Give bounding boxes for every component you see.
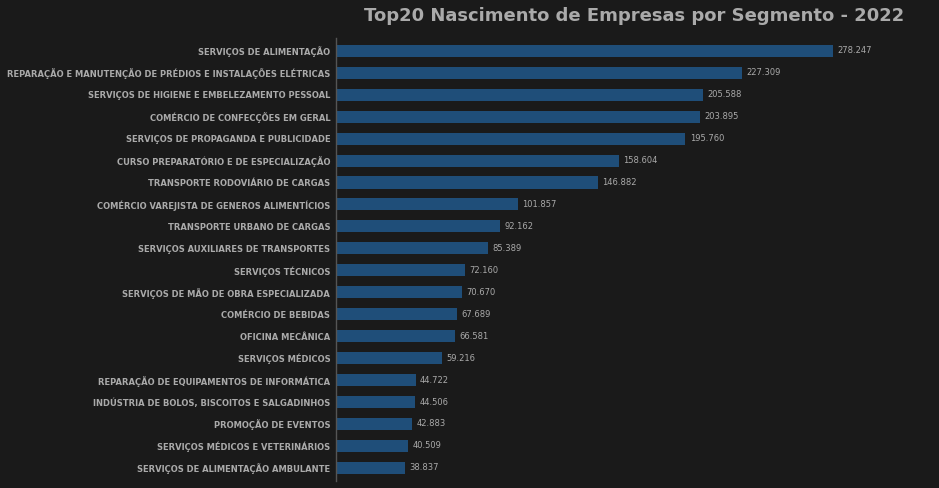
Text: 195.760: 195.760 — [690, 134, 724, 143]
Text: 85.389: 85.389 — [493, 244, 522, 253]
Bar — [336, 45, 833, 57]
Bar — [336, 221, 500, 232]
Text: 203.895: 203.895 — [704, 112, 739, 121]
Bar — [336, 155, 619, 166]
Bar — [336, 396, 415, 408]
Bar — [336, 352, 441, 364]
Text: 158.604: 158.604 — [623, 156, 658, 165]
Text: 278.247: 278.247 — [838, 46, 871, 55]
Text: 67.689: 67.689 — [461, 310, 490, 319]
Bar — [336, 111, 700, 122]
Text: 227.309: 227.309 — [747, 68, 780, 77]
Bar — [336, 330, 454, 342]
Bar — [336, 133, 685, 144]
Text: 92.162: 92.162 — [505, 222, 533, 231]
Text: 70.670: 70.670 — [467, 288, 496, 297]
Bar — [336, 67, 742, 79]
Bar — [336, 286, 462, 298]
Text: 59.216: 59.216 — [446, 354, 475, 363]
Bar — [336, 418, 412, 430]
Text: 42.883: 42.883 — [417, 420, 446, 428]
Bar — [336, 243, 488, 254]
Text: 101.857: 101.857 — [522, 200, 557, 209]
Text: 205.588: 205.588 — [707, 90, 742, 99]
Text: 38.837: 38.837 — [409, 464, 439, 472]
Text: 72.160: 72.160 — [470, 266, 499, 275]
Bar — [336, 440, 408, 452]
Bar — [336, 308, 456, 320]
Bar — [336, 89, 703, 101]
Title: Top20 Nascimento de Empresas por Segmento - 2022: Top20 Nascimento de Empresas por Segment… — [363, 7, 904, 25]
Text: 66.581: 66.581 — [459, 332, 488, 341]
Text: 44.722: 44.722 — [420, 376, 449, 385]
Bar — [336, 264, 465, 276]
Text: 40.509: 40.509 — [412, 442, 441, 450]
Text: 146.882: 146.882 — [603, 178, 637, 187]
Text: 44.506: 44.506 — [420, 398, 449, 407]
Bar — [336, 374, 416, 386]
Bar — [336, 177, 598, 188]
Bar — [336, 462, 405, 474]
Bar — [336, 199, 517, 210]
